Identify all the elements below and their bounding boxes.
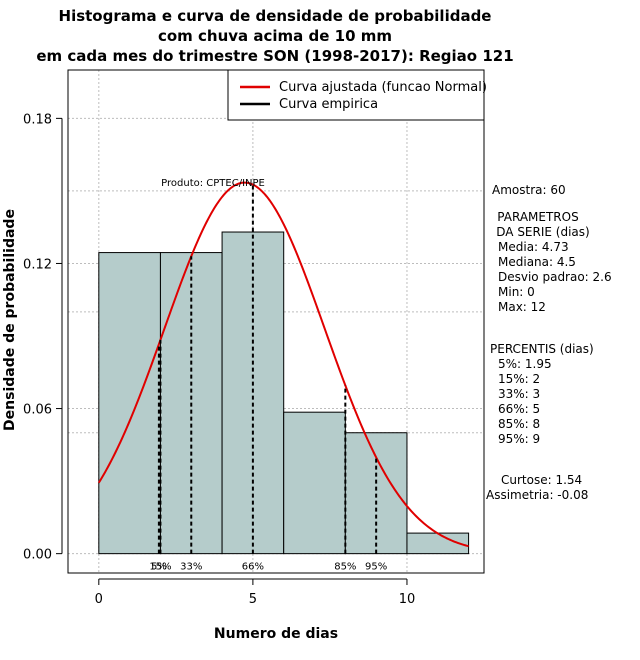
p33-text: 33%: 3: [498, 387, 540, 401]
chart-title-line-1: Histograma e curva de densidade de proba…: [59, 7, 492, 25]
percentiles-title: PERCENTIS (dias): [490, 342, 594, 356]
percentile-label: 66%: [242, 562, 264, 573]
percentile-label: 15%: [149, 562, 171, 573]
y-tick-label: 0.00: [23, 548, 52, 563]
legend: Curva ajustada (funcao Normal) Curva emp…: [227, 69, 487, 121]
y-axis-title: Densidade de probabilidade: [2, 209, 18, 431]
parameters-title-2: DA SERIE (dias): [496, 225, 589, 239]
parameters-title-1: PARAMETROS: [497, 210, 578, 224]
max-text: Max: 12: [498, 300, 546, 314]
median-text: Mediana: 4.5: [498, 255, 576, 269]
p15-text: 15%: 2: [498, 372, 540, 386]
chart-title-line-3: em cada mes do trimestre SON (1998-2017)…: [36, 47, 513, 65]
skewness-text: Assimetria: -0.08: [486, 488, 588, 502]
min-text: Min: 0: [498, 285, 535, 299]
side-statistics: Amostra: 60 PARAMETROS DA SERIE (dias) M…: [486, 183, 612, 502]
p95-text: 95%: 9: [498, 432, 540, 446]
percentile-label: 85%: [334, 562, 356, 573]
y-tick-label: 0.12: [23, 257, 52, 272]
chart-title-line-2: com chuva acima de 10 mm: [158, 27, 392, 45]
y-tick-label: 0.06: [23, 403, 52, 418]
percentile-label: 33%: [180, 562, 202, 573]
x-tick-label: 10: [399, 592, 416, 607]
histogram-bar: [98, 252, 161, 555]
percentile-label: 95%: [365, 562, 387, 573]
y-tick-label: 0.18: [23, 112, 52, 127]
percentile-lines: 5%15% 33% 66% 85% 95%: [149, 184, 387, 573]
legend-label-normal: Curva ajustada (funcao Normal): [279, 80, 487, 95]
stddev-text: Desvio padrao: 2.6: [498, 270, 612, 284]
product-annotation: Produto: CPTEC/INPE: [161, 178, 265, 189]
mean-text: Media: 4.73: [498, 240, 569, 254]
p66-text: 66%: 5: [498, 402, 540, 416]
legend-label-empirical: Curva empirica: [279, 97, 378, 112]
histogram-bars: [98, 231, 470, 555]
sample-size-text: Amostra: 60: [492, 183, 566, 197]
kurtosis-text: Curtose: 1.54: [501, 473, 582, 487]
axes: 0 5 10 0.00 0.06 0.12 0.18: [23, 112, 415, 607]
x-axis-title: Numero de dias: [214, 626, 338, 642]
x-tick-label: 0: [95, 592, 103, 607]
x-tick-label: 5: [249, 592, 257, 607]
legend-box: [227, 69, 485, 121]
p5-text: 5%: 1.95: [498, 357, 552, 371]
p85-text: 85%: 8: [498, 417, 540, 431]
histogram-bar: [283, 411, 346, 555]
percentile-label: 5%: [151, 562, 167, 573]
